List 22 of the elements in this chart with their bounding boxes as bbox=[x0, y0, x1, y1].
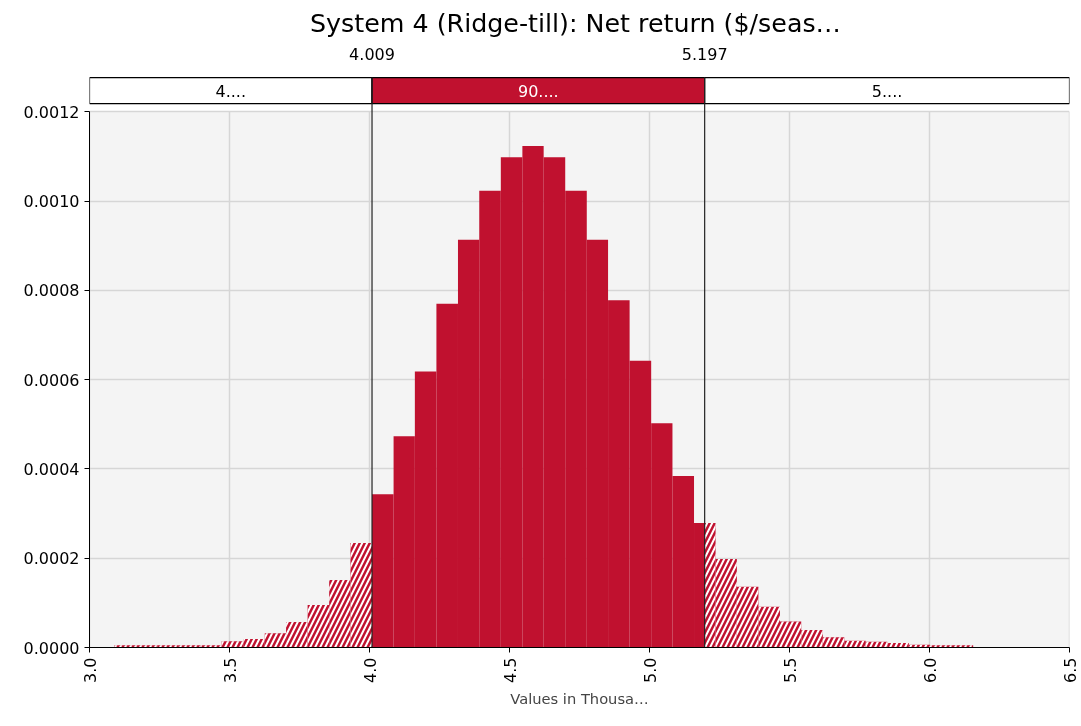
ref-line-label: 4.009 bbox=[349, 44, 395, 64]
y-tick-label: 0.0004 bbox=[23, 459, 80, 479]
x-tick-label: 6.5 bbox=[1060, 657, 1080, 683]
chart-title: System 4 (Ridge-till): Net return ($/seas… bbox=[310, 7, 841, 38]
x-axis-title: Values in Thousa… bbox=[510, 689, 649, 707]
ref-line-label: 5.197 bbox=[681, 44, 728, 64]
x-tick-label: 4.0 bbox=[360, 657, 380, 683]
x-tick-label: 3.5 bbox=[220, 657, 240, 683]
y-tick-label: 0.0002 bbox=[23, 549, 80, 569]
y-tick-label: 0.0000 bbox=[23, 638, 80, 658]
y-tick-label: 0.0010 bbox=[23, 192, 80, 212]
y-tick-label: 0.0008 bbox=[23, 281, 80, 301]
x-tick-label: 5.0 bbox=[640, 657, 660, 683]
y-tick-label: 0.0012 bbox=[23, 102, 80, 122]
x-tick-label: 6.0 bbox=[920, 657, 940, 683]
x-tick-label: 3.0 bbox=[80, 657, 100, 683]
text: 4.... bbox=[215, 81, 247, 101]
x-tick-label: 5.5 bbox=[780, 657, 800, 683]
text: 5.... bbox=[871, 81, 903, 101]
x-tick-label: 4.5 bbox=[500, 657, 520, 683]
y-tick-label: 0.0006 bbox=[23, 370, 80, 390]
text: 90.... bbox=[517, 81, 559, 101]
